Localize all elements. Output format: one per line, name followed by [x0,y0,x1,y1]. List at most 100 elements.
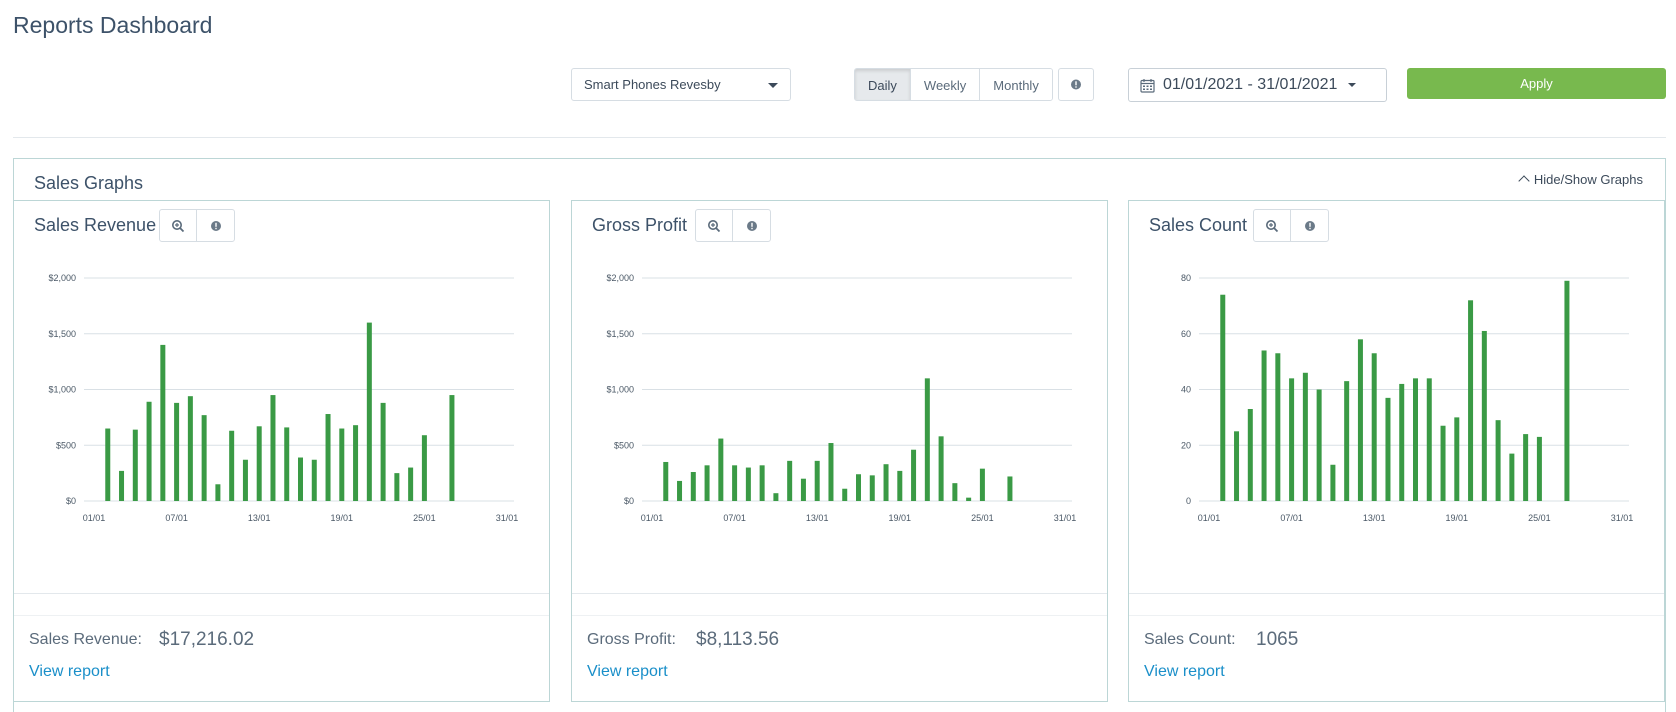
chart-bar[interactable] [201,415,207,501]
period-monthly-button[interactable]: Monthly [980,69,1052,100]
chart-bar[interactable] [952,483,958,501]
chart-bar[interactable] [1289,378,1295,501]
chart-bar[interactable] [132,429,138,501]
chart-bar[interactable] [1440,425,1446,501]
chart-bar[interactable] [1357,339,1363,501]
chart-bar[interactable] [690,472,696,501]
chart-bar[interactable] [704,465,710,501]
chart-bar[interactable] [966,497,972,501]
chart-bar[interactable] [449,395,455,501]
chart-bar[interactable] [105,428,111,501]
chart-bar[interactable] [394,473,400,501]
chart-bar[interactable] [979,468,985,501]
period-daily-button[interactable]: Daily [855,69,911,100]
chart-bar[interactable] [732,465,738,501]
chart-bar[interactable] [284,427,290,501]
chart-bar[interactable] [1523,434,1529,501]
chart-bar[interactable] [298,457,303,501]
chart-bar[interactable] [1564,280,1570,501]
chart-bar[interactable] [1413,378,1418,501]
chart-bar[interactable] [842,488,848,501]
chart-bar[interactable] [718,438,724,501]
chart-bar[interactable] [421,435,427,501]
chart-bar[interactable] [759,465,765,501]
chart-bar[interactable] [270,395,276,501]
zoom-button[interactable] [696,210,733,241]
view-report-link[interactable]: View report [587,663,668,680]
x-tick-label: 13/01 [1363,513,1386,523]
chart-bar[interactable] [1275,353,1281,501]
chart-bar[interactable] [242,459,248,501]
view-report-link[interactable]: View report [29,663,110,680]
chart-bar[interactable] [1371,353,1377,501]
chart-bar[interactable] [1330,464,1336,501]
view-report-link[interactable]: View report [1144,663,1225,680]
chart-bar[interactable] [1344,381,1350,501]
chart-bar[interactable] [256,426,262,501]
chart-bar[interactable] [1385,397,1391,501]
chart-bar[interactable] [856,474,861,501]
chart-bar[interactable] [1481,330,1487,501]
chart-bar[interactable] [380,402,386,501]
apply-button[interactable]: Apply [1407,68,1666,99]
chart-bar[interactable] [408,467,414,501]
chart-bar[interactable] [677,480,683,501]
card-separator [14,593,549,594]
chart-bar[interactable] [897,470,903,501]
chart-bar[interactable] [1426,378,1432,501]
period-info-button[interactable] [1058,68,1094,101]
chart-bar[interactable] [924,378,930,501]
chart-bar[interactable] [1220,294,1226,501]
period-weekly-button[interactable]: Weekly [910,69,981,100]
chart-bar[interactable] [1454,417,1460,501]
chart-bar[interactable] [1302,372,1308,501]
chart-bar[interactable] [187,396,193,501]
chart-bar[interactable] [787,460,793,501]
chart-bar[interactable] [353,425,359,501]
chart-bar[interactable] [883,464,889,501]
hide-show-graphs-toggle[interactable]: Hide/Show Graphs [1518,172,1643,187]
chart-bar[interactable] [814,460,820,501]
chart-bar[interactable] [745,467,751,501]
chart-bar[interactable] [146,401,152,501]
chart-bar[interactable] [1536,436,1542,501]
x-tick-label: 07/01 [165,513,188,523]
chart-bar[interactable] [828,443,834,501]
chart-bar[interactable] [339,428,345,501]
store-select[interactable]: Smart Phones Revesby [571,68,791,101]
chart-bar[interactable] [119,470,125,501]
chart-bar[interactable] [1316,389,1322,502]
y-tick-label: $500 [614,440,634,450]
info-button[interactable] [1291,210,1328,241]
chart-bar[interactable] [1007,476,1013,501]
chart-bar[interactable] [911,449,917,501]
chart-bar[interactable] [1495,420,1501,501]
chart-bar[interactable] [174,402,180,501]
chart-bar[interactable] [1399,383,1405,501]
total-label: Sales Revenue: [29,631,142,648]
chart-bar[interactable] [1247,409,1253,501]
chart-bar[interactable] [366,322,372,501]
chart-bar[interactable] [800,478,806,501]
chart-bar[interactable] [160,344,166,501]
chart-bar[interactable] [773,493,779,501]
date-range-value: 01/01/2021 - 31/01/2021 [1163,76,1338,93]
chart-bar[interactable] [1509,453,1515,501]
chart-bar[interactable] [869,475,875,501]
chart-bar[interactable] [311,459,317,501]
zoom-button[interactable] [160,210,197,241]
chart-bar[interactable] [663,461,669,501]
y-tick-label: 40 [1181,385,1191,395]
date-range-picker[interactable]: 01/01/2021 - 31/01/2021 [1128,68,1387,102]
chart-bar[interactable] [1234,431,1240,501]
chart-bar[interactable] [215,484,221,501]
chart-bar[interactable] [1261,350,1267,501]
chart-bar[interactable] [1468,300,1474,501]
chart-bar[interactable] [325,414,331,501]
info-button[interactable] [733,210,770,241]
chevron-up-icon [1518,175,1530,187]
chart-bar[interactable] [938,436,944,501]
zoom-button[interactable] [1254,210,1291,241]
info-button[interactable] [197,210,234,241]
chart-bar[interactable] [229,430,235,501]
